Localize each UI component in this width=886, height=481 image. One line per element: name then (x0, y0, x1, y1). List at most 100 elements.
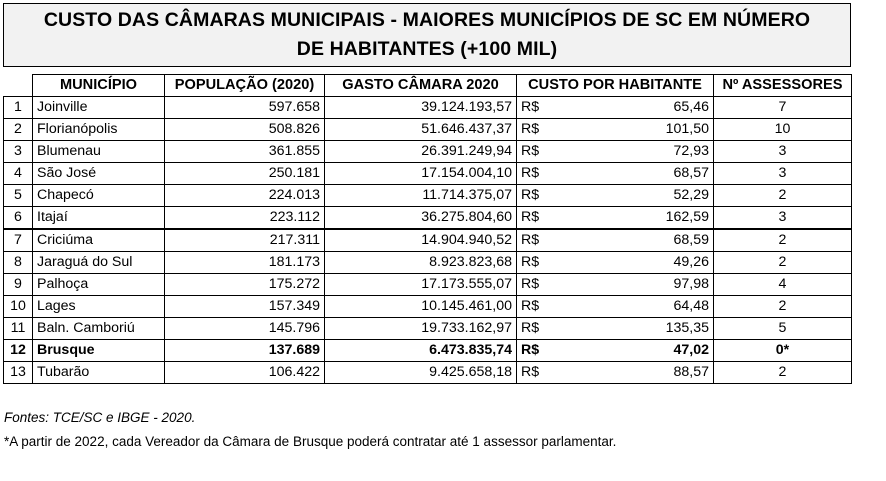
custo-value: 68,57 (673, 165, 709, 181)
populacao-cell: 106.422 (164, 361, 325, 384)
assessores-cell: 2 (713, 251, 852, 274)
currency-symbol: R$ (521, 187, 540, 203)
row-index: 10 (3, 295, 33, 318)
assessores-cell: 2 (713, 295, 852, 318)
sources-footnote: Fontes: TCE/SC e IBGE - 2020. (4, 410, 196, 425)
assessores-cell: 4 (713, 273, 852, 296)
municipio-cell: Chapecó (32, 184, 165, 207)
municipio-cell: São José (32, 162, 165, 185)
assessores-cell: 3 (713, 140, 852, 163)
currency-symbol: R$ (521, 254, 540, 270)
row-index: 1 (3, 96, 33, 119)
table-row: 4 São José 250.181 17.154.004,10 R$ 68,57 3 (3, 162, 852, 185)
custo-cell: R$ 88,57 (516, 361, 714, 384)
municipio-cell: Tubarão (32, 361, 165, 384)
row-index: 6 (3, 206, 33, 230)
currency-symbol: R$ (521, 121, 540, 137)
custo-value: 65,46 (673, 99, 709, 115)
custo-value: 52,29 (673, 187, 709, 203)
municipio-cell: Criciúma (32, 228, 165, 252)
gasto-cell: 26.391.249,94 (324, 140, 517, 163)
currency-symbol: R$ (521, 209, 540, 225)
custo-value: 97,98 (673, 276, 709, 292)
table-row: 12 Brusque 137.689 6.473.835,74 R$ 47,02 0* (3, 339, 852, 362)
gasto-cell: 36.275.804,60 (324, 206, 517, 230)
custo-cell: R$ 68,57 (516, 162, 714, 185)
custo-value: 49,26 (673, 254, 709, 270)
currency-symbol: R$ (521, 165, 540, 181)
table-row: 8 Jaraguá do Sul 181.173 8.923.823,68 R$ 49,2… (3, 251, 852, 274)
populacao-cell: 145.796 (164, 317, 325, 340)
custo-cell: R$ 65,46 (516, 96, 714, 119)
currency-symbol: R$ (521, 143, 540, 159)
table-row: 6 Itajaí 223.112 36.275.804,60 R$ 162,59 3 (3, 206, 852, 230)
populacao-cell: 223.112 (164, 206, 325, 230)
table-row: 9 Palhoça 175.272 17.173.555,07 R$ 97,98 4 (3, 273, 852, 296)
custo-cell: R$ 97,98 (516, 273, 714, 296)
gasto-cell: 17.154.004,10 (324, 162, 517, 185)
gasto-cell: 51.646.437,37 (324, 118, 517, 141)
currency-symbol: R$ (521, 320, 540, 336)
row-index: 7 (3, 228, 33, 252)
table-row: 3 Blumenau 361.855 26.391.249,94 R$ 72,93 3 (3, 140, 852, 163)
assessores-cell: 3 (713, 162, 852, 185)
header-custo: CUSTO POR HABITANTE (516, 74, 714, 97)
gasto-cell: 39.124.193,57 (324, 96, 517, 119)
row-index: 4 (3, 162, 33, 185)
assessores-cell: 2 (713, 228, 852, 252)
custo-cell: R$ 49,26 (516, 251, 714, 274)
custo-value: 68,59 (673, 232, 709, 248)
populacao-cell: 508.826 (164, 118, 325, 141)
populacao-cell: 157.349 (164, 295, 325, 318)
custo-value: 64,48 (673, 298, 709, 314)
custo-cell: R$ 135,35 (516, 317, 714, 340)
populacao-cell: 361.855 (164, 140, 325, 163)
assessores-cell: 0* (713, 339, 852, 362)
currency-symbol: R$ (521, 99, 540, 115)
row-index: 12 (3, 339, 33, 362)
custo-value: 162,59 (665, 209, 709, 225)
municipal-costs-table: MUNICÍPIO POPULAÇÃO (2020) GASTO CÂMARA … (3, 74, 852, 384)
assessores-cell: 2 (713, 361, 852, 384)
row-index: 13 (3, 361, 33, 384)
municipio-cell: Jaraguá do Sul (32, 251, 165, 274)
header-row: MUNICÍPIO POPULAÇÃO (2020) GASTO CÂMARA … (3, 74, 852, 97)
custo-cell: R$ 68,59 (516, 228, 714, 252)
table-body: 1 Joinville 597.658 39.124.193,57 R$ 65,46 7 2 F… (3, 96, 852, 384)
custo-value: 88,57 (673, 364, 709, 380)
currency-symbol: R$ (521, 342, 540, 358)
row-index: 11 (3, 317, 33, 340)
header-populacao: POPULAÇÃO (2020) (164, 74, 325, 97)
header-index-blank (3, 74, 33, 97)
populacao-cell: 137.689 (164, 339, 325, 362)
header-municipio: MUNICÍPIO (32, 74, 165, 97)
municipio-cell: Itajaí (32, 206, 165, 230)
populacao-cell: 597.658 (164, 96, 325, 119)
currency-symbol: R$ (521, 298, 540, 314)
custo-cell: R$ 72,93 (516, 140, 714, 163)
populacao-cell: 250.181 (164, 162, 325, 185)
gasto-cell: 17.173.555,07 (324, 273, 517, 296)
populacao-cell: 181.173 (164, 251, 325, 274)
gasto-cell: 19.733.162,97 (324, 317, 517, 340)
gasto-cell: 10.145.461,00 (324, 295, 517, 318)
title-line-1: CUSTO DAS CÂMARAS MUNICIPAIS - MAIORES M… (43, 9, 811, 31)
table-row: 11 Baln. Camboriú 145.796 19.733.162,97 R$ 13… (3, 317, 852, 340)
currency-symbol: R$ (521, 276, 540, 292)
assessores-cell: 10 (713, 118, 852, 141)
populacao-cell: 217.311 (164, 228, 325, 252)
row-index: 2 (3, 118, 33, 141)
custo-cell: R$ 101,50 (516, 118, 714, 141)
row-index: 8 (3, 251, 33, 274)
row-index: 3 (3, 140, 33, 163)
municipio-cell: Florianópolis (32, 118, 165, 141)
assessores-cell: 2 (713, 184, 852, 207)
municipio-cell: Palhoça (32, 273, 165, 296)
assessores-cell: 5 (713, 317, 852, 340)
gasto-cell: 11.714.375,07 (324, 184, 517, 207)
gasto-cell: 9.425.658,18 (324, 361, 517, 384)
custo-cell: R$ 162,59 (516, 206, 714, 230)
populacao-cell: 175.272 (164, 273, 325, 296)
table-row: 7 Criciúma 217.311 14.904.940,52 R$ 68,59 2 (3, 228, 852, 252)
header-assessores: Nº ASSESSORES (713, 74, 852, 97)
